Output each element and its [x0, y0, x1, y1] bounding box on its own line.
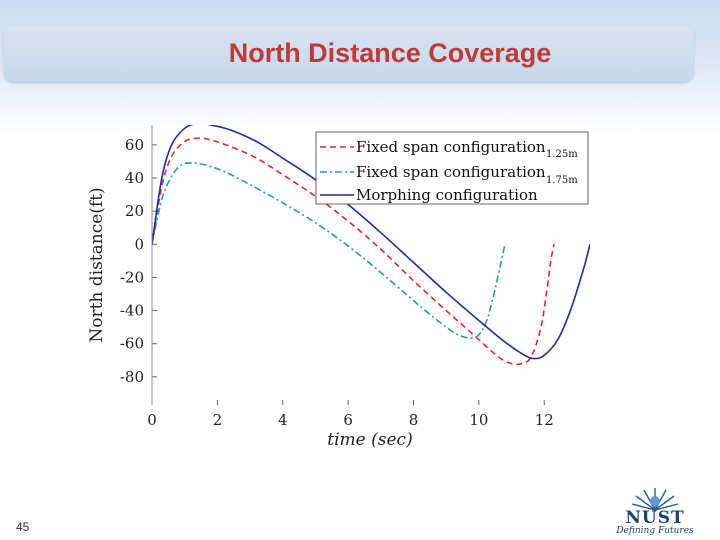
title-bar: [4, 26, 694, 82]
legend-label-fixed-175: Fixed span configuration: [356, 163, 546, 181]
y-axis-label: North distance(ft): [87, 187, 107, 342]
series-line-morphing: [152, 125, 590, 360]
y-tick-label: 40: [125, 169, 144, 187]
slide-title: North Distance Coverage: [228, 38, 552, 68]
y-tick-label: -20: [120, 268, 144, 286]
y-tick-label: -40: [120, 302, 144, 320]
x-tick-label: 0: [147, 411, 157, 429]
x-tick-label: 8: [409, 411, 419, 429]
nust-logo: NUST Defining Futures: [596, 486, 714, 538]
x-tick-label: 2: [213, 411, 223, 429]
legend-suffix-fixed-125: 1.25m: [546, 149, 578, 160]
y-tick-label: 20: [125, 202, 144, 220]
y-tick-label: -60: [120, 335, 144, 353]
axis-ticks: 0 2 4 6 8 10 12 60 40 20 0 -20 -40 -60 -80: [120, 136, 554, 429]
legend-label-fixed-125: Fixed span configuration: [356, 138, 546, 156]
chart: 0 2 4 6 8 10 12 60 40 20 0 -20 -40 -60 -80 time (sec) …: [80, 115, 600, 455]
x-tick-label: 4: [278, 411, 288, 429]
legend-suffix-fixed-175: 1.75m: [546, 175, 578, 186]
legend-label-morphing: Morphing configuration: [356, 186, 538, 204]
logo-emblem-icon: [631, 488, 679, 511]
series-line-fixed-125: [152, 137, 555, 366]
y-tick-label: -80: [120, 368, 144, 386]
logo-text: NUST: [625, 508, 685, 528]
page-number: 45: [16, 520, 30, 534]
logo-tagline: Defining Futures: [616, 526, 694, 536]
series-lines: [152, 125, 590, 366]
x-axis-label: time (sec): [327, 430, 412, 450]
y-tick-label: 60: [125, 136, 144, 154]
x-tick-label: 6: [343, 411, 353, 429]
x-tick-label: 10: [469, 411, 488, 429]
y-tick-label: 0: [134, 235, 144, 253]
x-tick-label: 12: [535, 411, 554, 429]
legend-box: [315, 131, 589, 205]
legend: Fixed span configuration 1.25m Fixed spa…: [315, 131, 589, 205]
